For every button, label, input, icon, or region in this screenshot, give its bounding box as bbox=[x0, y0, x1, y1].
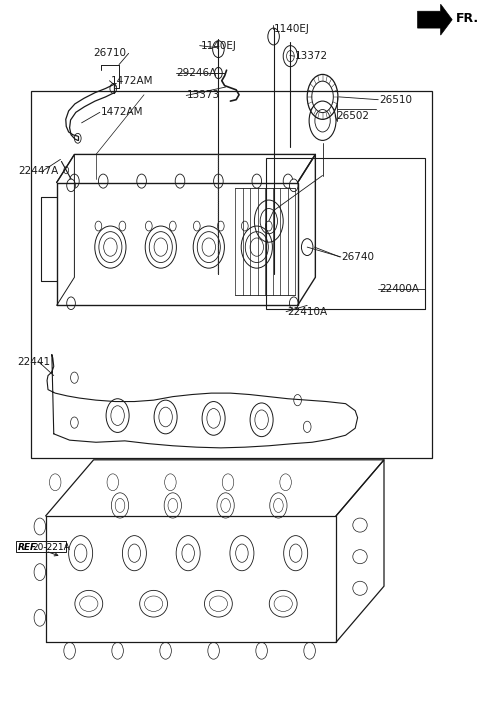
Text: 22400A: 22400A bbox=[379, 284, 419, 294]
Polygon shape bbox=[418, 4, 452, 35]
Circle shape bbox=[289, 297, 298, 310]
Text: 1472AM: 1472AM bbox=[101, 107, 144, 117]
Circle shape bbox=[70, 174, 79, 188]
Text: 26502: 26502 bbox=[336, 111, 369, 121]
Text: 1140EJ: 1140EJ bbox=[274, 25, 310, 34]
Text: 22410A: 22410A bbox=[287, 307, 327, 317]
Text: 26510: 26510 bbox=[379, 95, 412, 105]
Text: 26710: 26710 bbox=[94, 48, 127, 58]
Circle shape bbox=[98, 174, 108, 188]
Circle shape bbox=[67, 297, 75, 310]
Text: REF.: REF. bbox=[18, 543, 39, 552]
Bar bbox=[16, 541, 66, 552]
Text: 29246A: 29246A bbox=[177, 68, 217, 78]
Circle shape bbox=[137, 174, 146, 188]
Circle shape bbox=[67, 179, 75, 192]
Text: 26740: 26740 bbox=[341, 252, 374, 262]
Text: 13372: 13372 bbox=[295, 51, 328, 61]
Bar bbox=[31, 91, 432, 458]
Circle shape bbox=[252, 174, 262, 188]
Circle shape bbox=[283, 174, 293, 188]
Text: 1472AM: 1472AM bbox=[110, 76, 153, 86]
Bar bbox=[266, 158, 425, 309]
Text: 1140EJ: 1140EJ bbox=[201, 41, 237, 51]
Text: 22441: 22441 bbox=[17, 357, 50, 366]
Circle shape bbox=[214, 174, 223, 188]
Text: FR.: FR. bbox=[456, 12, 479, 25]
Circle shape bbox=[175, 174, 185, 188]
Text: 22447A: 22447A bbox=[18, 166, 59, 176]
Text: 13373: 13373 bbox=[187, 91, 220, 100]
Circle shape bbox=[289, 179, 298, 192]
Text: 20-221A: 20-221A bbox=[33, 543, 71, 552]
